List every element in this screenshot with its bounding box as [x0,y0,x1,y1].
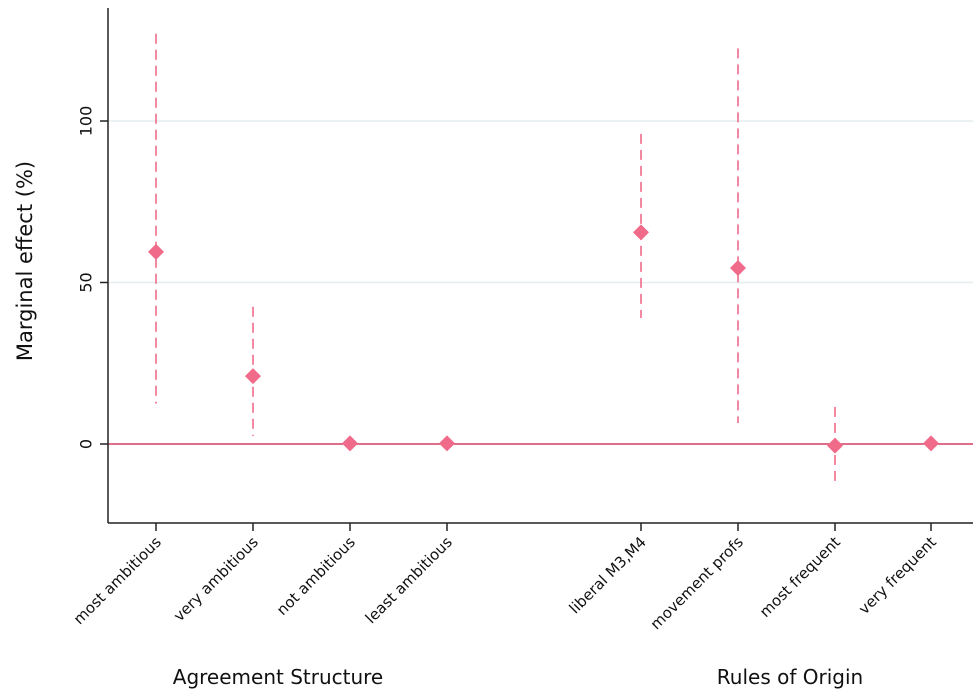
y-tick-label-0: 0 [77,439,96,449]
point-estimate-marker [148,243,164,260]
x-tick-label: movement profs [647,533,747,633]
group-title: Rules of Origin [717,665,863,689]
point-estimate-marker [827,437,843,454]
confidence-intervals [155,33,836,483]
point-estimate-marker [245,368,261,385]
y-axis-title: Marginal effect (%) [13,161,37,361]
axes [100,8,973,531]
point-estimate-marker [633,224,649,241]
y-tick-label-50: 50 [77,272,96,292]
gridlines [108,120,973,284]
point-estimate-marker [923,435,939,452]
point-estimate-marker [439,435,455,452]
x-tick-label: least ambitious [362,533,456,627]
x-tick-label: most frequent [756,533,844,621]
point-estimate-marker [342,435,358,452]
axis-labels: 0 50 100 most ambitious very ambitious not am… [70,106,940,689]
point-estimates [148,224,939,454]
x-tick-label: very frequent [855,533,940,618]
x-tick-label: most ambitious [70,533,165,628]
x-tick-label: liberal M3,M4 [566,533,650,617]
x-tick-label: very ambitious [170,533,262,625]
group-title: Agreement Structure [173,665,383,689]
y-tick-label-100: 100 [77,106,96,137]
x-tick-label: not ambitious [273,533,359,619]
point-estimate-marker [730,259,746,276]
